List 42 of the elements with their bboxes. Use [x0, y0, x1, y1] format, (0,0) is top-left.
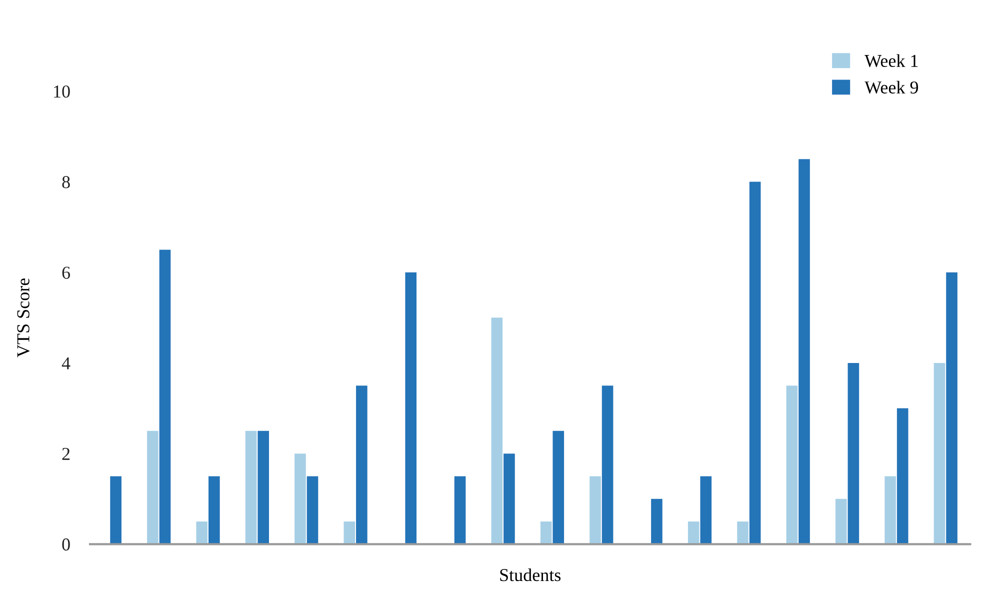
bar [700, 476, 712, 544]
bar [258, 430, 269, 544]
x-axis-title: Students [500, 568, 561, 582]
y-tick-label: 2 [62, 448, 70, 460]
bar [552, 430, 564, 544]
y-tick-label: 4 [62, 357, 70, 370]
bar [749, 182, 761, 544]
bar [344, 522, 356, 544]
bar [835, 498, 847, 544]
bar [159, 250, 171, 544]
bar [405, 272, 417, 544]
bar [196, 522, 208, 544]
bar [454, 476, 466, 544]
y-tick-label: 10 [54, 85, 70, 98]
bar [786, 386, 798, 544]
bar [306, 476, 318, 544]
bar [896, 408, 908, 544]
bar [602, 386, 614, 544]
bar [504, 454, 515, 544]
legend-label: Week 1 [864, 54, 918, 68]
bar [737, 522, 748, 544]
y-axis-title: VTS Score [17, 278, 30, 358]
bar [651, 498, 662, 544]
y-tick-label: 0 [62, 538, 70, 551]
bar [688, 522, 700, 544]
bar [848, 362, 860, 544]
bar [590, 476, 601, 544]
y-tick-label: 6 [62, 266, 70, 279]
legend-label: Week 9 [864, 80, 918, 94]
bar [110, 476, 122, 544]
bar [946, 272, 958, 544]
bar [491, 318, 503, 544]
bar [884, 476, 896, 544]
bar [147, 430, 158, 544]
bar [356, 386, 368, 544]
bar [208, 476, 220, 544]
bar [798, 159, 810, 544]
bar [540, 522, 552, 544]
bar [934, 362, 946, 544]
bar [245, 430, 257, 544]
y-tick-label: 8 [62, 176, 70, 188]
bar [294, 454, 306, 544]
